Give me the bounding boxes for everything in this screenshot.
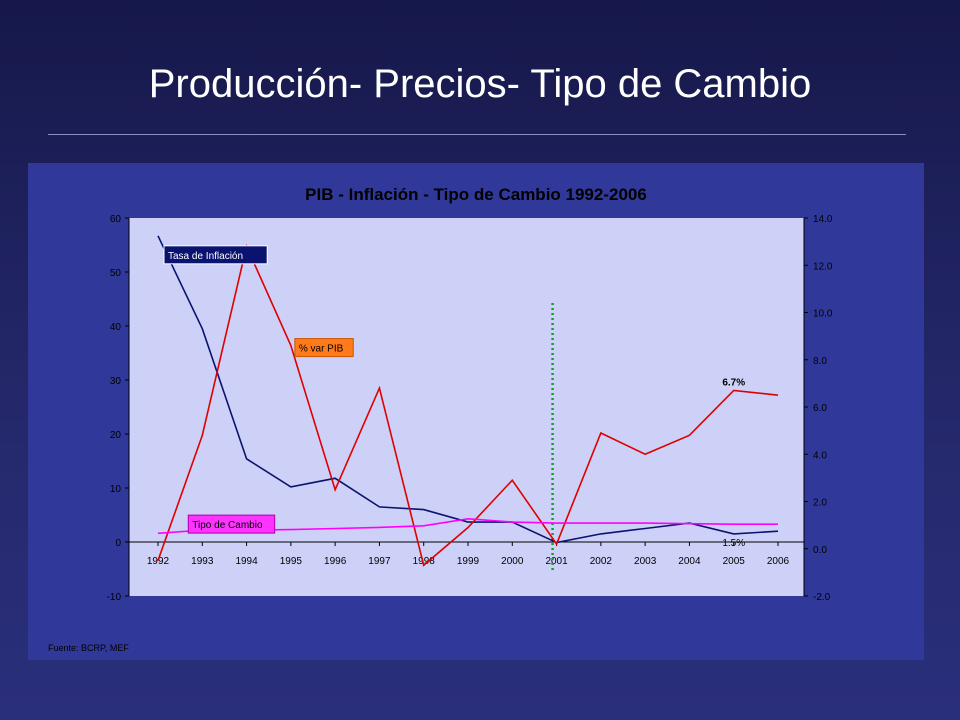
left-tick-label: 20 bbox=[110, 430, 122, 441]
left-tick-label: -10 bbox=[107, 592, 122, 603]
right-tick-label: -2.0 bbox=[813, 592, 831, 603]
title-divider bbox=[48, 134, 906, 135]
annotation-label: 1.5% bbox=[722, 538, 745, 549]
x-tick-label: 2000 bbox=[501, 556, 524, 567]
series-line-var-pib bbox=[157, 243, 779, 567]
right-tick-label: 6.0 bbox=[813, 403, 827, 414]
series-label-tipo-de-cambio: Tipo de Cambio bbox=[187, 514, 276, 534]
x-tick-label: 1998 bbox=[413, 556, 436, 567]
series-label-text: % var PIB bbox=[299, 344, 344, 355]
left-tick-label: 40 bbox=[110, 322, 122, 333]
slide-title: Producción- Precios- Tipo de Cambio bbox=[148, 62, 812, 106]
plot-area bbox=[129, 218, 804, 596]
chart-svg: PIB - Inflación - Tipo de Cambio 1992-20… bbox=[28, 163, 924, 660]
series-label-box bbox=[163, 245, 268, 265]
right-tick-label: 2.0 bbox=[813, 498, 827, 509]
chart-panel: PIB - Inflación - Tipo de Cambio 1992-20… bbox=[28, 163, 924, 660]
x-tick-label: 2006 bbox=[767, 556, 790, 567]
annotation-label: 6.7% bbox=[722, 377, 745, 388]
series-label-var-pib: % var PIB bbox=[294, 338, 354, 358]
source-note: Fuente: BCRP, MEF bbox=[48, 643, 129, 653]
series-label-text: Tasa de Inflación bbox=[168, 251, 243, 262]
right-tick-label: 12.0 bbox=[813, 261, 833, 272]
right-tick-label: 0.0 bbox=[813, 545, 827, 556]
x-tick-label: 2005 bbox=[723, 556, 746, 567]
series-line-tasa-de-inflacion bbox=[157, 235, 779, 544]
x-tick-label: 1993 bbox=[191, 556, 214, 567]
x-tick-label: 1997 bbox=[368, 556, 391, 567]
x-tick-label: 2003 bbox=[634, 556, 657, 567]
right-tick-label: 8.0 bbox=[813, 356, 827, 367]
x-tick-label: 2002 bbox=[590, 556, 613, 567]
chart-title: PIB - Inflación - Tipo de Cambio 1992-20… bbox=[305, 185, 647, 204]
x-tick-label: 1996 bbox=[324, 556, 347, 567]
left-tick-label: 60 bbox=[110, 214, 122, 225]
right-tick-label: 14.0 bbox=[813, 214, 833, 225]
series-label-box bbox=[187, 514, 276, 534]
x-tick-label: 2004 bbox=[678, 556, 701, 567]
x-tick-label: 1999 bbox=[457, 556, 480, 567]
right-y-axis: -2.0 0.0 2.0 4.0 6.0 8.0 10.0 12.0 14.0 bbox=[803, 214, 833, 603]
left-tick-label: 0 bbox=[115, 538, 121, 549]
left-tick-label: 30 bbox=[110, 376, 122, 387]
series-label-tasa-de-inflacion: Tasa de Inflación bbox=[163, 245, 268, 265]
right-tick-label: 4.0 bbox=[813, 450, 827, 461]
labels-layer: Tasa de Inflación % var PIB Tipo de Cambio… bbox=[163, 245, 745, 549]
x-tick-label: 2001 bbox=[545, 556, 568, 567]
right-tick-label: 10.0 bbox=[813, 309, 833, 320]
x-axis: 1992 1993 1994 1995 1996 1997 1998 1999 2000 2001… bbox=[147, 542, 790, 567]
x-tick-label: 1992 bbox=[147, 556, 170, 567]
x-tick-label: 1994 bbox=[235, 556, 258, 567]
x-tick-label: 1995 bbox=[280, 556, 303, 567]
series-label-box bbox=[294, 338, 354, 358]
series-label-text: Tipo de Cambio bbox=[192, 520, 263, 531]
left-tick-label: 10 bbox=[110, 484, 122, 495]
left-tick-label: 50 bbox=[110, 268, 122, 279]
left-y-axis: -10 0 10 20 30 40 50 60 bbox=[107, 214, 130, 603]
